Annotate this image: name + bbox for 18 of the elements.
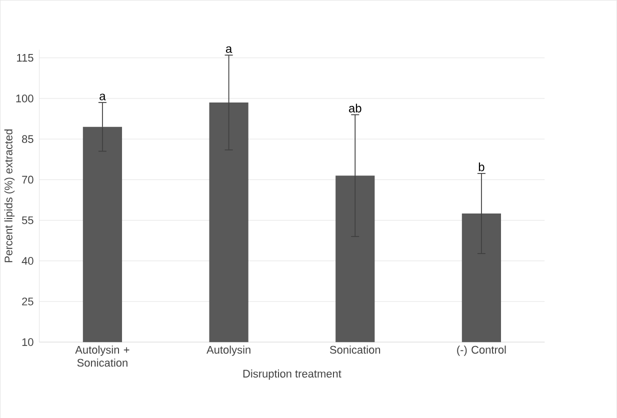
- y-tick-label: 55: [22, 216, 34, 224]
- y-tick-label: 25: [22, 297, 34, 306]
- annotation: ab: [348, 103, 362, 112]
- x-tick-label: (-) Control: [457, 345, 506, 356]
- y-tick-label: 70: [22, 176, 34, 184]
- y-tick-label: 40: [22, 256, 34, 265]
- y-tick-label: 115: [17, 54, 34, 62]
- x-tick-label: Autolysin + Sonication: [75, 345, 130, 366]
- x-tick-label: Sonication: [330, 345, 380, 354]
- y-tick-label: 100: [16, 94, 34, 102]
- annotation: b: [478, 162, 484, 171]
- y-tick-label: 85: [22, 134, 34, 143]
- x-tick-label: Autolysin: [206, 345, 250, 356]
- annotation: a: [100, 94, 106, 100]
- y-tick-label: 10: [22, 338, 34, 346]
- annotation: a: [226, 46, 232, 53]
- y-axis-title: Percent lipids (%) extracted: [4, 129, 15, 262]
- x-axis-title: Disruption treatment: [243, 369, 342, 380]
